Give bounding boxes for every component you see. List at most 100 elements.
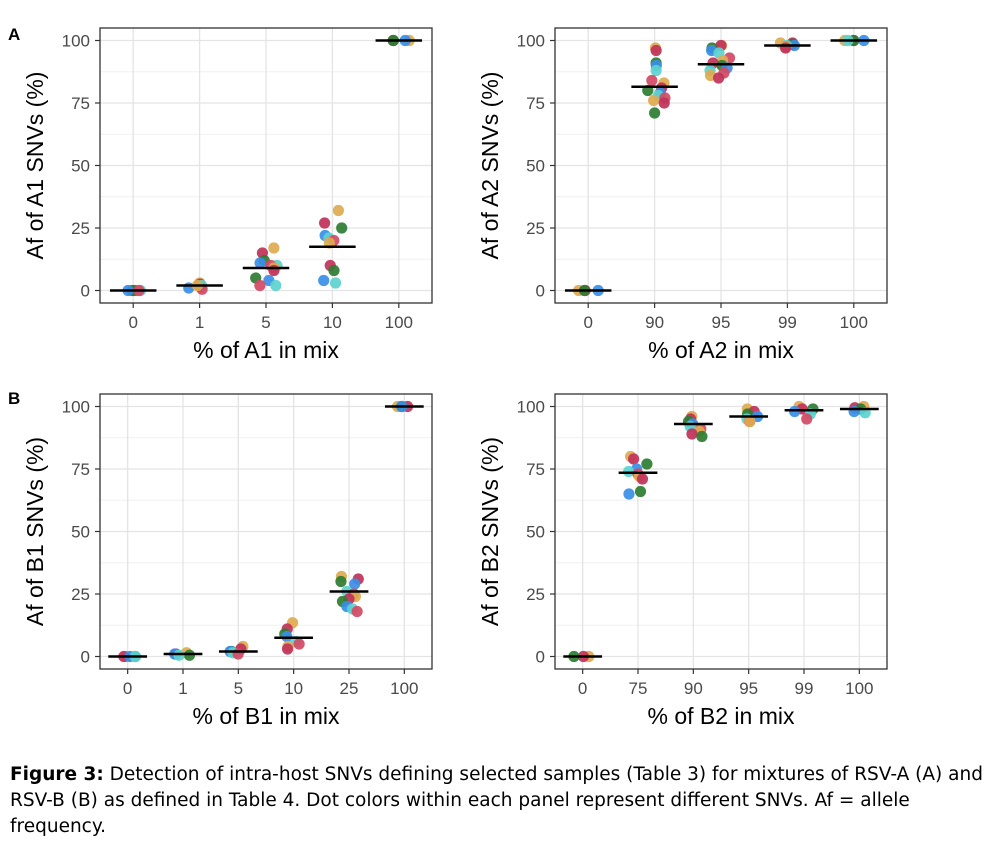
data-point [641, 458, 653, 470]
x-tick-label: 0 [123, 679, 132, 698]
y-tick-label: 25 [526, 219, 545, 238]
y-tick-label: 75 [71, 94, 90, 113]
data-point [623, 488, 635, 500]
data-point [686, 428, 698, 440]
data-point [636, 473, 649, 485]
x-tick-label: 75 [629, 679, 648, 698]
y-tick-label: 0 [536, 282, 545, 301]
data-point [712, 72, 725, 84]
data-point [319, 217, 331, 229]
y-tick-label: 75 [71, 460, 90, 479]
x-axis-title: % of B2 in mix [648, 703, 795, 729]
caption-label: Figure 3: [10, 764, 104, 785]
y-tick-label: 75 [526, 460, 545, 479]
panel-letter-b: B [8, 389, 20, 408]
x-tick-label: 90 [645, 313, 664, 332]
y-tick-label: 50 [71, 523, 90, 542]
y-tick-label: 25 [71, 219, 90, 238]
data-point [650, 64, 662, 77]
data-point [329, 277, 342, 289]
data-point [650, 44, 662, 57]
x-tick-label: 5 [234, 679, 243, 698]
x-tick-label: 10 [323, 313, 342, 332]
data-point [349, 578, 361, 590]
y-tick-label: 25 [71, 585, 90, 604]
y-tick-label: 0 [81, 282, 90, 301]
x-tick-label: 0 [578, 679, 587, 698]
chart-panel-3: 0 25 50 75 100 0 1 5 10 25 100 % of B1 in mix Af of … [22, 393, 433, 729]
x-tick-label: 1 [195, 313, 204, 332]
data-point [335, 575, 347, 588]
x-tick-label: 99 [778, 313, 797, 332]
x-tick-label: 0 [128, 313, 137, 332]
data-point [281, 630, 293, 643]
x-tick-label: 100 [385, 313, 413, 332]
data-point [328, 264, 340, 277]
y-tick-label: 0 [536, 648, 545, 667]
y-tick-label: 100 [62, 32, 90, 51]
data-point [268, 242, 280, 254]
data-point [801, 413, 813, 425]
data-point [270, 279, 282, 292]
figure-caption: Figure 3: Detection of intra-host SNVs d… [10, 762, 990, 840]
data-point [281, 643, 294, 655]
data-point [254, 257, 266, 269]
y-axis-title: Af of A1 SNVs (%) [22, 72, 48, 260]
x-axis-title: % of A1 in mix [193, 337, 339, 363]
data-point [232, 648, 244, 660]
caption-text: Detection of intra-host SNVs defining se… [10, 764, 983, 837]
x-tick-label: 90 [684, 679, 703, 698]
data-point [254, 279, 266, 292]
chart-panel-1: 0 25 50 75 100 0 1 5 10 100 % of A1 in mix Af of A1… [22, 27, 433, 363]
data-point [744, 415, 756, 428]
y-tick-label: 75 [526, 94, 545, 113]
data-point [293, 638, 305, 650]
x-axis-title: % of B1 in mix [193, 703, 340, 729]
data-point [646, 74, 658, 87]
data-point [336, 222, 348, 234]
data-point [183, 649, 196, 661]
data-point [848, 405, 860, 418]
x-axis-title: % of A2 in mix [648, 337, 794, 363]
y-axis-title: Af of B2 SNVs (%) [477, 437, 503, 626]
x-tick-label: 100 [845, 679, 873, 698]
x-tick-label: 1 [178, 679, 187, 698]
x-tick-label: 100 [840, 313, 868, 332]
y-tick-label: 0 [81, 648, 90, 667]
x-tick-label: 0 [583, 313, 592, 332]
data-point [318, 274, 330, 287]
data-point [351, 605, 363, 618]
y-tick-label: 25 [526, 585, 545, 604]
data-point [634, 485, 647, 498]
data-point [658, 97, 670, 109]
chart-panel-4: 0 25 50 75 100 0 75 90 95 99 100 % of B2 in mix Af o… [477, 393, 888, 729]
data-point [332, 204, 345, 217]
data-point [779, 42, 792, 54]
chart-panel-2: 0 25 50 75 100 0 90 95 99 100 % of A2 in mix Af of … [477, 27, 888, 363]
x-tick-label: 95 [712, 313, 731, 332]
data-point [173, 649, 185, 661]
y-tick-label: 50 [71, 157, 90, 176]
x-tick-label: 10 [284, 679, 303, 698]
x-tick-label: 5 [261, 313, 270, 332]
x-tick-label: 99 [795, 679, 814, 698]
x-tick-label: 25 [340, 679, 359, 698]
y-tick-label: 100 [517, 32, 545, 51]
y-tick-label: 50 [526, 523, 545, 542]
y-tick-label: 100 [62, 398, 90, 417]
y-axis-title: Af of B1 SNVs (%) [22, 437, 48, 626]
y-tick-label: 100 [517, 398, 545, 417]
data-point [268, 264, 280, 277]
data-point [623, 465, 635, 478]
data-point [648, 94, 660, 107]
x-tick-label: 100 [390, 679, 418, 698]
y-tick-label: 50 [526, 157, 545, 176]
y-axis-title: Af of A2 SNVs (%) [477, 72, 503, 260]
data-point [628, 453, 640, 465]
x-tick-label: 95 [739, 679, 758, 698]
data-point [696, 430, 708, 443]
data-point [649, 107, 661, 119]
data-point [788, 405, 801, 418]
panel-letter-a: A [8, 25, 20, 44]
